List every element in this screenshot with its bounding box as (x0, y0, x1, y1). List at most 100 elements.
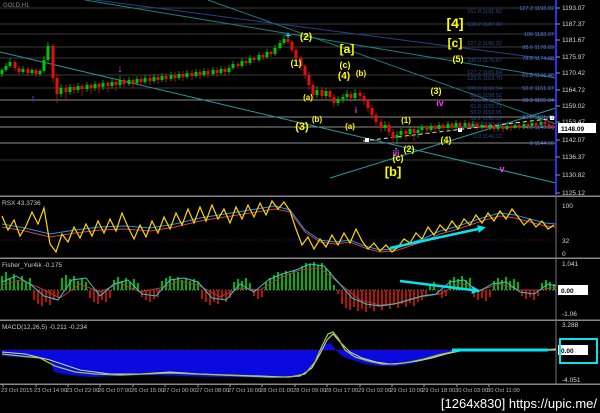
candle-body (366, 101, 370, 108)
fib-label-secondary[interactable]: 78.6 1157.12 (470, 98, 502, 104)
trendline[interactable] (84, 0, 557, 79)
candle-body (244, 61, 248, 63)
elliott-subwave-label[interactable]: iv (436, 98, 444, 108)
fisher-histogram-bar (201, 290, 203, 299)
fib-label-secondary[interactable]: 127.2 1165.84 (467, 70, 502, 76)
fib-label-secondary[interactable]: 138.2 1187.32 (467, 22, 502, 28)
elliott-subwave-label[interactable]: i (355, 106, 357, 115)
fisher-histogram-bar (401, 290, 403, 304)
trendline-handle[interactable] (365, 138, 369, 142)
signal-arrow-marker[interactable]: ↑ (394, 145, 399, 156)
time-axis-label: 23 Oct 2015 (1, 388, 33, 394)
fisher-histogram-bar (221, 290, 223, 300)
fib-label-secondary[interactable]: 100.0 1160.94 (467, 86, 502, 92)
fib-label-secondary[interactable]: 50.0 1153.95 (470, 110, 502, 116)
fib-label[interactable]: 127.2 1193.02 (519, 6, 554, 12)
fisher-histogram-bar (481, 290, 483, 298)
candle-body (534, 123, 538, 125)
price-axis-label: 1193.07 (562, 5, 585, 12)
candle-body (437, 125, 441, 129)
fib-label[interactable]: 0 1144.66 (530, 141, 554, 147)
fib-label[interactable]: 100 1183.07 (524, 32, 554, 38)
candle-body (135, 79, 139, 83)
candle-body (404, 131, 408, 134)
candle-body (173, 75, 177, 78)
fisher-histogram-bar (477, 290, 479, 300)
fib-label-secondary[interactable]: 123.6 1163.70 (467, 76, 502, 82)
fib-label[interactable]: 38.2 1155.34 (522, 98, 554, 104)
fib-label-secondary[interactable]: 38.2 1152.19 (470, 116, 502, 122)
candle-body (106, 83, 110, 86)
macd-highlight-rectangle[interactable] (559, 338, 598, 364)
elliott-wave-label[interactable]: (1) (401, 116, 411, 125)
elliott-wave-label[interactable]: (a) (303, 93, 313, 102)
fib-label-secondary[interactable]: 161.8 1191.82 (467, 9, 502, 15)
signal-arrow-marker[interactable]: ↓ (117, 63, 123, 75)
candle-body (517, 125, 521, 127)
candle-body (315, 90, 319, 95)
elliott-wave-label[interactable]: (2) (404, 144, 415, 154)
elliott-wave-label[interactable]: [b] (385, 164, 402, 179)
fisher-histogram-bar (161, 281, 163, 290)
fib-label[interactable]: 14.6 1149.36 (522, 125, 554, 131)
divergence-arrow[interactable] (399, 279, 473, 292)
fisher-histogram-bar (377, 290, 379, 307)
price-axis-label: 1130.82 (562, 172, 585, 179)
fisher-histogram-bar (345, 290, 347, 308)
fisher-histogram-bar (217, 290, 219, 304)
trendline-handle[interactable] (550, 116, 554, 120)
trendline[interactable] (0, 51, 557, 184)
elliott-subwave-label[interactable]: iii (393, 149, 400, 158)
elliott-wave-label[interactable]: (4) (441, 135, 452, 145)
trendline[interactable] (207, 0, 557, 125)
price-axis-label: 1125.12 (562, 190, 585, 197)
fisher-histogram-bar (313, 262, 315, 290)
macd-axis-label: 3.288 (562, 322, 579, 329)
elliott-wave-label[interactable]: [4] (446, 15, 463, 31)
fib-label[interactable]: 23.6 1151.71 (522, 115, 554, 121)
fib-label[interactable]: 50.0 1161.07 (522, 86, 554, 92)
fisher-histogram-bar (449, 280, 451, 290)
elliott-wave-label[interactable]: (c) (340, 60, 351, 70)
elliott-wave-label[interactable]: [a] (340, 42, 355, 56)
fib-label-secondary[interactable]: 61.8 1155.71 (470, 104, 502, 110)
elliott-wave-label[interactable]: (a) (345, 122, 355, 131)
candle-body (139, 79, 143, 82)
candle-body (488, 126, 492, 128)
trendline[interactable] (329, 107, 557, 179)
fib-label-secondary[interactable]: 88.6 1158.52 (470, 93, 502, 99)
fib-label[interactable]: 61.8 1166.40 (522, 73, 554, 79)
divergence-arrow[interactable] (389, 227, 479, 250)
fib-label-secondary[interactable]: 100.0 1175.87 (467, 58, 502, 64)
candle-body (76, 86, 80, 90)
time-axis-label: 28 Oct 17:00 (325, 388, 358, 394)
elliott-wave-label[interactable]: [c] (448, 36, 463, 50)
elliott-wave-label[interactable]: (b) (312, 115, 323, 124)
fib-label-secondary[interactable]: 0.0 1146.12 (473, 134, 502, 140)
trendline[interactable] (94, 0, 557, 61)
elliott-wave-label[interactable]: (5) (453, 54, 464, 64)
candle-body (160, 76, 164, 80)
fisher-histogram-bar (309, 264, 311, 290)
elliott-wave-label[interactable]: (c) (393, 153, 404, 163)
elliott-wave-label[interactable]: (2) (300, 32, 312, 43)
elliott-wave-label[interactable]: (3) (295, 121, 309, 133)
elliott-wave-label[interactable]: (4) (338, 71, 350, 82)
candle-body (454, 123, 458, 127)
time-axis-label: 29 Oct 10:00 (390, 388, 423, 394)
time-axis-label: 27 Oct 08:00 (196, 388, 229, 394)
fib-label[interactable]: 88.6 1178.69 (522, 45, 554, 51)
elliott-wave-label[interactable]: (1) (291, 58, 302, 68)
signal-arrow-marker[interactable]: + (285, 31, 291, 42)
candle-body (324, 91, 328, 96)
fisher-histogram-bar (473, 290, 475, 297)
fib-label-secondary[interactable]: 127.2 1180.32 (467, 41, 502, 47)
elliott-wave-label[interactable]: (3) (431, 86, 442, 96)
fisher-histogram-bar (329, 272, 331, 290)
signal-arrow-marker[interactable]: ↑ (30, 93, 36, 105)
fib-label[interactable]: 78.6 1174.68 (522, 56, 554, 62)
elliott-wave-label[interactable]: (b) (356, 69, 367, 78)
candle-body (303, 66, 307, 75)
elliott-subwave-label[interactable]: v (499, 164, 504, 174)
